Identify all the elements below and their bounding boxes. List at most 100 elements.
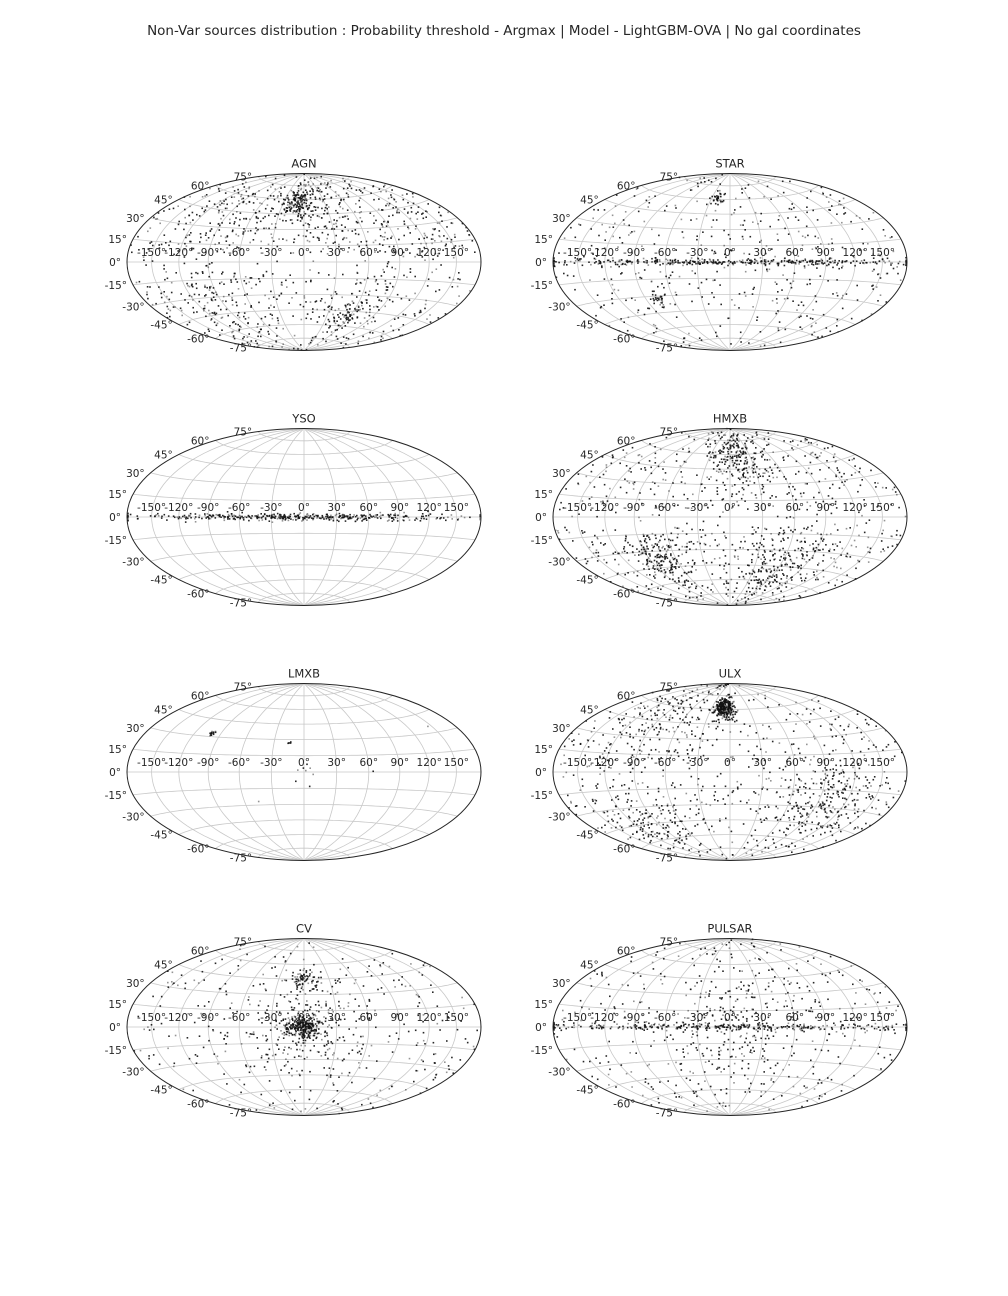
data-point [666, 568, 669, 570]
data-point [136, 515, 139, 517]
data-point [379, 235, 382, 237]
data-point [807, 467, 810, 470]
data-point [598, 262, 601, 264]
data-point [260, 513, 262, 515]
data-point [188, 515, 190, 517]
data-point [661, 547, 663, 549]
data-point [826, 260, 829, 262]
data-point [247, 322, 249, 324]
data-point [345, 314, 348, 317]
data-point [402, 515, 404, 518]
data-point [592, 552, 595, 554]
projection-frame [126, 683, 482, 861]
data-point [264, 215, 266, 218]
data-point [386, 520, 389, 522]
data-point [630, 800, 633, 802]
data-point [557, 530, 559, 532]
points-star [553, 173, 907, 347]
data-point [652, 546, 654, 549]
data-point [219, 282, 221, 285]
data-point [382, 514, 384, 516]
data-point [630, 588, 633, 591]
data-point [780, 578, 783, 580]
data-point [350, 187, 353, 190]
data-point [340, 248, 342, 250]
data-point [257, 344, 260, 347]
data-point [665, 436, 668, 439]
data-point [581, 778, 584, 781]
data-point [310, 216, 312, 219]
data-point [434, 248, 436, 250]
longitude-tick-label: -120° [590, 502, 619, 514]
data-point [289, 513, 292, 516]
data-point [315, 335, 317, 338]
data-point [871, 806, 873, 809]
data-point [809, 278, 811, 281]
data-point [690, 697, 693, 699]
data-point [188, 294, 191, 297]
data-point [755, 431, 758, 434]
data-point [300, 183, 302, 186]
data-point [688, 590, 691, 593]
data-point [388, 519, 390, 521]
data-point [705, 278, 708, 281]
data-point [341, 516, 343, 519]
parallel-gridline [132, 787, 476, 796]
data-point [306, 514, 308, 516]
data-point [730, 578, 733, 581]
data-point [669, 539, 672, 542]
parallel-gridline [257, 176, 351, 187]
data-point [251, 193, 254, 196]
data-point [271, 317, 274, 320]
data-point [255, 515, 257, 517]
data-point [639, 713, 641, 716]
data-point [845, 293, 848, 295]
data-point [697, 185, 699, 188]
data-point [726, 459, 729, 461]
data-point [376, 514, 379, 516]
data-point [651, 290, 654, 293]
data-point [297, 200, 299, 202]
data-point [603, 750, 606, 752]
data-point [336, 328, 338, 331]
data-point [883, 519, 886, 522]
data-point [304, 185, 307, 187]
data-point [861, 738, 863, 740]
panel-title: LMXB [288, 667, 320, 681]
data-point [666, 805, 669, 807]
data-point [316, 189, 318, 192]
data-point [647, 264, 650, 266]
data-point [650, 823, 653, 825]
parallel-gridline [150, 217, 458, 230]
data-point [778, 599, 781, 601]
data-point [875, 807, 877, 810]
data-point [602, 473, 605, 476]
data-point [373, 516, 376, 519]
data-point [359, 281, 362, 284]
longitude-tick-label: 0° [298, 502, 310, 514]
data-point [392, 249, 395, 252]
data-point [312, 236, 315, 238]
data-point [220, 516, 222, 518]
data-point [841, 265, 844, 267]
data-point [761, 260, 763, 263]
data-point [771, 495, 773, 497]
data-point [799, 752, 801, 755]
data-point [840, 567, 842, 570]
data-point [630, 263, 633, 265]
data-point [844, 260, 846, 263]
data-point [349, 315, 351, 318]
data-point [672, 726, 674, 729]
data-point [700, 536, 703, 538]
data-point [320, 298, 323, 300]
data-point [304, 212, 307, 215]
data-point [656, 258, 659, 261]
data-point [664, 698, 667, 700]
data-point [711, 249, 713, 252]
data-point [307, 181, 310, 183]
data-point [223, 251, 225, 254]
data-point [389, 515, 392, 518]
data-point [288, 515, 291, 517]
data-point [723, 441, 726, 444]
data-point [751, 466, 753, 469]
